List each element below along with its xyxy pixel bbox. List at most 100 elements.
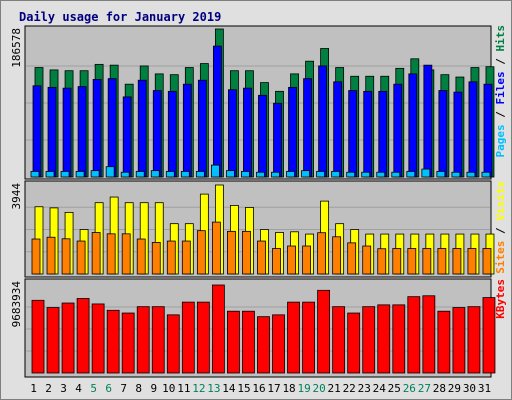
sites-bar-day-5	[91, 232, 101, 275]
pages-bar-day-19	[301, 170, 310, 178]
sites-bar-day-29	[452, 248, 462, 275]
files-bar-day-27	[423, 64, 433, 178]
kbytes-bar-day-24	[377, 304, 391, 374]
sites-bar-day-30	[467, 248, 477, 275]
sites-bar-day-2	[46, 236, 56, 275]
files-bar-day-22	[348, 90, 358, 178]
kbytes-bar-day-26	[407, 296, 421, 374]
pages-bar-day-8	[135, 171, 145, 178]
sites-bar-day-16	[257, 240, 266, 275]
kbytes-bar-day-3	[61, 302, 75, 374]
files-bar-day-19	[303, 78, 312, 178]
legend-1: Pages / Files / Hits	[494, 25, 507, 158]
sites-bar-day-17	[272, 248, 281, 275]
files-bar-day-6	[107, 78, 117, 178]
x-tick-label-day-12: 12	[192, 382, 205, 395]
pages-bar-day-22	[346, 171, 356, 178]
kbytes-bar-day-2	[46, 307, 60, 374]
kbytes-bar-day-6	[106, 309, 120, 374]
files-bar-day-3	[62, 87, 72, 178]
files-bar-day-26	[408, 73, 418, 178]
kbytes-bar-day-25	[392, 304, 406, 374]
pages-bar-day-13	[210, 164, 220, 178]
pages-bar-day-25	[391, 171, 401, 178]
pages-bar-day-20	[316, 171, 326, 178]
kbytes-bar-day-16	[257, 316, 270, 374]
x-tick-label-day-19: 19	[297, 382, 310, 395]
files-bar-day-8	[137, 79, 147, 178]
sites-bar-day-25	[392, 248, 402, 275]
sites-bar-day-19	[302, 245, 311, 275]
pages-bar-day-10	[165, 171, 175, 178]
pages-bar-day-4	[75, 171, 85, 178]
kbytes-bar-day-7	[121, 312, 135, 374]
pages-bar-day-9	[150, 170, 160, 178]
files-bar-day-14	[228, 89, 237, 178]
files-bar-day-29	[453, 91, 463, 178]
legend-separator: /	[494, 221, 507, 241]
pages-bar-day-28	[436, 171, 446, 178]
legend-sites: Sites	[494, 241, 507, 274]
legend-2: Sites / Visits	[494, 181, 507, 274]
kbytes-bar-day-11	[181, 301, 195, 374]
files-bar-day-16	[258, 94, 267, 178]
pages-bar-day-5	[90, 170, 100, 178]
kbytes-bar-day-13	[211, 284, 225, 374]
pages-bar-day-17	[271, 171, 280, 178]
sites-bar-day-4	[76, 240, 86, 275]
x-tick-label-day-31: 31	[478, 382, 491, 395]
files-bar-day-11	[182, 83, 192, 178]
pages-bar-day-3	[60, 171, 70, 178]
files-bar-day-12	[197, 79, 207, 178]
kbytes-bar-day-10	[166, 314, 180, 374]
x-tick-label-day-13: 13	[207, 382, 220, 395]
files-bar-day-20	[318, 65, 328, 178]
kbytes-bar-day-19	[302, 301, 315, 374]
kbytes-bar-day-12	[196, 301, 210, 374]
sites-bar-day-23	[362, 245, 372, 275]
x-tick-label-day-10: 10	[162, 382, 175, 395]
kbytes-bar-day-17	[272, 314, 285, 374]
x-tick-label-day-20: 20	[313, 382, 326, 395]
sites-bar-day-20	[317, 232, 327, 275]
pages-bar-day-18	[286, 171, 295, 178]
pages-bar-day-12	[195, 171, 205, 178]
x-tick-label-day-27: 27	[418, 382, 431, 395]
pages-bar-day-30	[466, 171, 476, 178]
files-bar-day-18	[288, 86, 297, 178]
legend-pages: Pages	[494, 124, 507, 157]
sites-bar-day-12	[196, 230, 206, 275]
kbytes-bar-day-15	[242, 310, 255, 374]
pages-bar-day-24	[376, 171, 386, 178]
files-bar-day-17	[273, 102, 282, 178]
sites-bar-day-28	[437, 248, 447, 275]
panel-3-ymax-label: 9683934	[10, 281, 23, 328]
x-tick-label-day-18: 18	[282, 382, 295, 395]
files-bar-day-23	[363, 90, 373, 178]
x-tick-label-day-1: 1	[30, 382, 37, 395]
files-bar-day-24	[378, 90, 388, 178]
files-bar-day-21	[333, 81, 343, 178]
sites-bar-day-11	[181, 240, 191, 275]
pages-bar-day-29	[451, 171, 461, 178]
x-tick-label-day-4: 4	[75, 382, 82, 395]
x-tick-label-day-9: 9	[150, 382, 157, 395]
files-bar-day-15	[243, 87, 252, 178]
sites-bar-day-10	[166, 240, 176, 275]
chart-title: Daily usage for January 2019	[19, 10, 221, 24]
x-tick-label-day-21: 21	[328, 382, 341, 395]
sites-bar-day-27	[422, 248, 432, 275]
x-tick-label-day-11: 11	[177, 382, 190, 395]
files-bar-day-28	[438, 90, 448, 178]
x-tick-label-day-24: 24	[373, 382, 387, 395]
sites-bar-day-9	[151, 242, 161, 275]
sites-bar-day-15	[242, 230, 251, 275]
pages-bar-day-7	[120, 171, 130, 178]
sites-bar-day-14	[227, 230, 236, 275]
panel-1-ymax-label: 186578	[10, 28, 23, 68]
sites-bar-day-7	[121, 233, 131, 275]
kbytes-bar-day-21	[332, 306, 346, 374]
files-bar-day-9	[152, 90, 162, 178]
files-bar-day-7	[122, 96, 132, 178]
